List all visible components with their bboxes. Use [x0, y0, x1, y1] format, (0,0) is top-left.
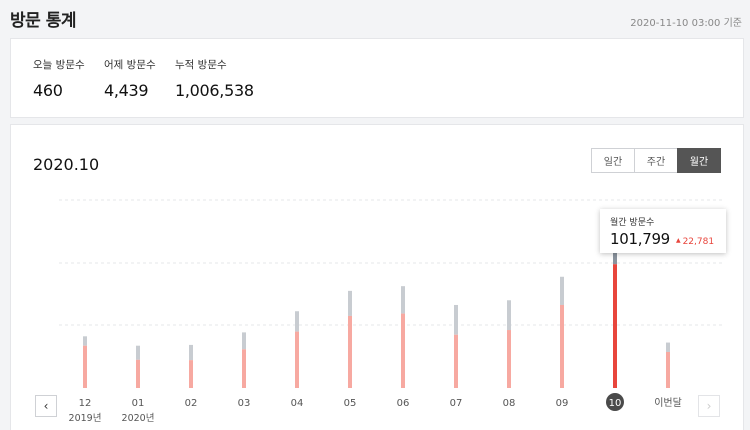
tab-monthly[interactable]: 월간 [677, 148, 721, 173]
stat-total: 누적 방문수 1,006,538 [175, 57, 254, 100]
selected-month-marker [606, 393, 624, 411]
x-tick-label: 08 [503, 398, 516, 409]
bar-secondary [295, 311, 299, 332]
bar-primary [189, 360, 193, 388]
chevron-left-icon: ‹ [43, 399, 49, 413]
chevron-right-icon: › [706, 399, 712, 413]
page-header: 방문 통계 2020-11-10 03:00 기준 [0, 0, 750, 36]
period-title: 2020.10 [33, 155, 100, 174]
bar-primary [560, 304, 564, 388]
bar-secondary [507, 300, 511, 331]
x-tick-label: 07 [450, 398, 463, 409]
x-tick-label: 01 [132, 398, 145, 409]
x-tick-label: 이번달 [654, 397, 682, 409]
updated-timestamp: 2020-11-10 03:00 기준 [630, 18, 742, 29]
chart-card: 2020.10 일간 주간 월간 12 2019년 01 2020년 02 03 04 05 0… [10, 124, 744, 430]
x-tick-sublabel: 2019년 [69, 413, 102, 424]
bar-primary [666, 351, 670, 388]
stat-yesterday: 어제 방문수 4,439 [104, 57, 156, 100]
x-tick-label: 09 [556, 398, 569, 409]
bar-primary [242, 349, 246, 388]
next-button[interactable]: › [698, 395, 720, 417]
stat-label: 어제 방문수 [104, 59, 156, 71]
chart-tooltip: 월간 방문수 101,799 ▲ 22,781 [600, 209, 726, 253]
bar-primary [83, 345, 87, 388]
bar-secondary [454, 304, 458, 335]
tooltip-label: 월간 방문수 [610, 218, 655, 228]
stat-value: 460 [33, 81, 63, 100]
bar-secondary [242, 332, 246, 350]
stat-label: 누적 방문수 [175, 59, 227, 71]
tooltip-delta: ▲ 22,781 [676, 237, 714, 247]
stat-value: 4,439 [104, 81, 149, 100]
bar-primary [401, 313, 405, 388]
bar-secondary [348, 290, 352, 316]
bar-primary [613, 264, 617, 388]
period-tabs: 일간 주간 월간 [591, 148, 721, 173]
prev-button[interactable]: ‹ [35, 395, 57, 417]
stat-value: 1,006,538 [175, 81, 254, 100]
delta-up-icon: ▲ [675, 237, 681, 244]
tooltip-value: 101,799 [610, 230, 670, 248]
x-tick-label: 06 [397, 398, 410, 409]
bar-primary [136, 359, 140, 388]
bar-primary [295, 331, 299, 388]
stat-today: 오늘 방문수 460 [33, 57, 85, 100]
bar-primary [454, 334, 458, 388]
x-tick-label: 04 [291, 398, 304, 409]
x-tick-label: 12 [79, 398, 92, 409]
x-tick-label: 10 [609, 398, 622, 409]
bar-secondary [83, 336, 87, 346]
x-tick-sublabel: 2020년 [122, 413, 155, 424]
bar-primary [348, 315, 352, 388]
bar-primary [507, 330, 511, 388]
bar-secondary [401, 286, 405, 314]
bar-secondary [666, 342, 670, 352]
stat-label: 오늘 방문수 [33, 59, 85, 71]
tooltip-delta-value: 22,781 [682, 237, 715, 247]
x-tick-label: 03 [238, 398, 251, 409]
x-tick-label: 02 [185, 398, 198, 409]
page-title: 방문 통계 [10, 11, 76, 31]
visits-bar-chart: 12 2019년 01 2020년 02 03 04 05 06 07 08 09 10 이번달 [59, 199, 723, 424]
bar-secondary [560, 276, 564, 305]
x-tick-label: 05 [344, 398, 357, 409]
summary-card: 오늘 방문수 460 어제 방문수 4,439 누적 방문수 1,006,538 [10, 38, 744, 118]
bar-secondary [189, 344, 193, 361]
bar-secondary [136, 345, 140, 360]
